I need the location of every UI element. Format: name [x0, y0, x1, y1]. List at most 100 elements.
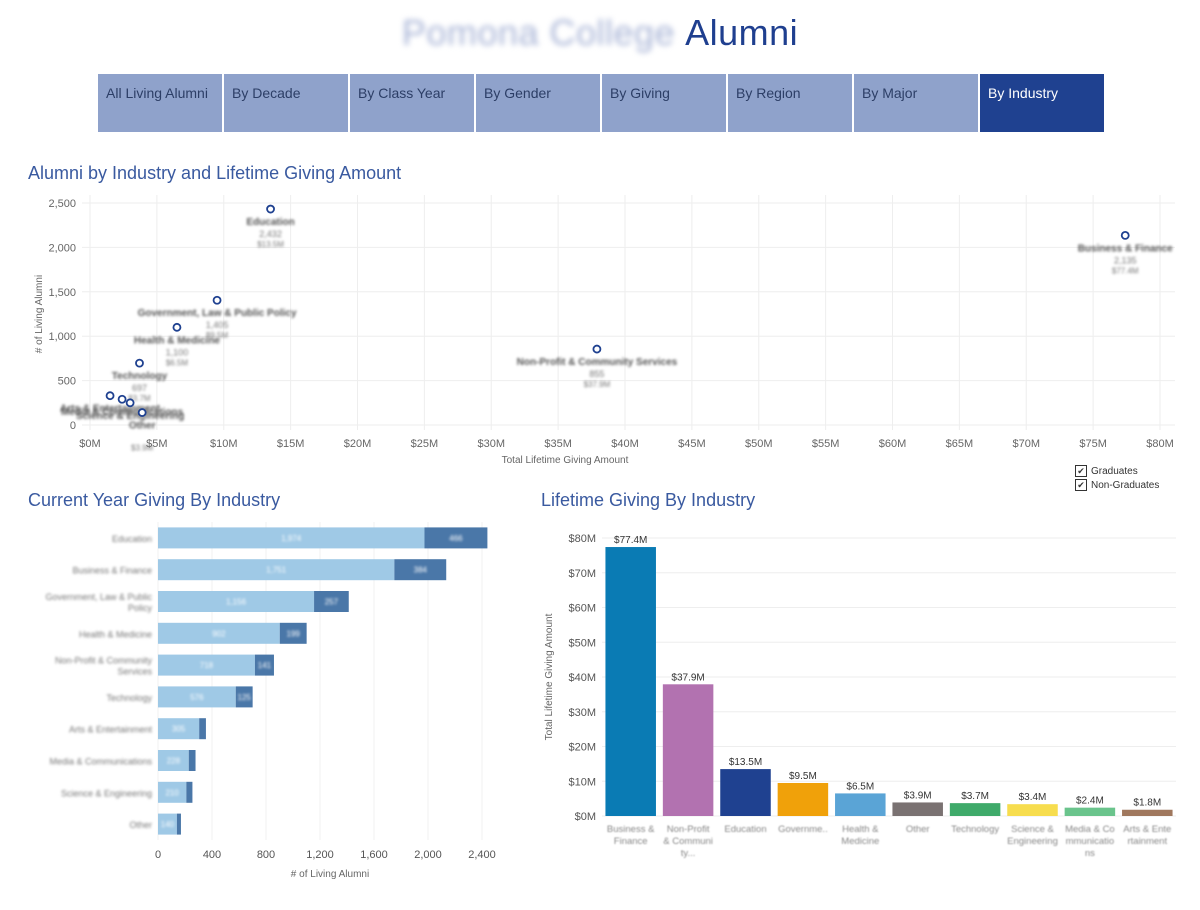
point-amount: $3.9M — [131, 444, 154, 453]
category-label: Media & Communications — [49, 757, 152, 767]
bar-media-communications-seg0 — [158, 750, 189, 771]
bar-government-law-public-policy-seg0 — [158, 591, 315, 612]
bar-value-label: 305 — [172, 725, 186, 734]
bar-education — [720, 769, 771, 816]
point-business-finance — [1120, 231, 1130, 240]
category-label: Policy — [128, 603, 153, 613]
point-government-law-public-policy — [212, 295, 222, 305]
x-tick-label: $70M — [1012, 438, 1040, 450]
x-tick-label: 800 — [257, 849, 275, 861]
legend-item-graduates[interactable]: ✔ Graduates — [1075, 464, 1159, 478]
tab-by-region[interactable]: By Region — [728, 74, 852, 132]
bar-technology — [949, 803, 1001, 816]
bar-government-law-public-policy-seg1 — [314, 591, 349, 612]
category-label-group: Science &Engineering — [1007, 824, 1058, 847]
x-tick-label: $40M — [611, 438, 639, 450]
point-amount: $77.4M — [1112, 266, 1139, 275]
point-other — [137, 408, 147, 417]
point-amount: $6.5M — [166, 358, 189, 367]
bar-arts-entertainment — [1122, 809, 1173, 816]
y-tick-label: $80M — [568, 533, 596, 545]
checkbox-icon[interactable]: ✔ — [1075, 479, 1087, 491]
category-label-group: Health &Medicine — [841, 824, 879, 847]
tab-by-gender[interactable]: By Gender — [476, 74, 600, 132]
category-label: Media & Co — [1065, 824, 1115, 835]
category-label-group: Non-Profit& Community... — [663, 824, 713, 859]
point-count: 1,405 — [206, 320, 229, 330]
x-axis-title: # of Living Alumni — [291, 869, 369, 880]
bar-value-label: 140 — [161, 820, 175, 829]
bar-health-medicine — [835, 793, 886, 816]
bar-government-law-public-policy — [777, 782, 829, 816]
category-label: Health & — [842, 824, 879, 835]
x-tick-label: $65M — [946, 438, 974, 450]
bar-value-label: $1.8M — [1133, 798, 1161, 809]
category-label-group: Media & Communications — [1065, 824, 1115, 859]
y-tick-label: $20M — [568, 742, 596, 754]
bar-value-label: 576 — [190, 693, 204, 702]
point-label: Government, Law & Public Policy — [138, 308, 297, 319]
x-axis-title: Total Lifetime Giving Amount — [502, 455, 629, 466]
tab-by-major[interactable]: By Major — [854, 74, 978, 132]
tab-bar: All Living Alumni By Decade By Class Yea… — [98, 74, 1104, 132]
x-tick-label: 400 — [203, 849, 221, 861]
bar-value-label: 257 — [325, 598, 339, 607]
point-media-communications — [117, 394, 127, 404]
category-label-group: Technology — [106, 693, 152, 703]
y-tick-label: $60M — [568, 603, 596, 615]
point-science-engineering — [125, 398, 135, 408]
checkbox-icon[interactable]: ✔ — [1075, 465, 1087, 477]
point-label-group: Arts & Entertainment — [60, 404, 161, 415]
y-tick-label: 1,500 — [48, 287, 76, 299]
legend-item-non-graduates[interactable]: ✔ Non-Graduates — [1075, 478, 1159, 492]
bar-value-label: $13.5M — [729, 757, 762, 768]
title-blurred: Pomona College — [401, 12, 676, 53]
x-tick-label: $0M — [79, 438, 100, 450]
y-tick-label: $30M — [568, 707, 596, 719]
category-label: Education — [112, 534, 152, 544]
hbar-chart: 0 400 800 1,200 1,600 2,000 2,400 # of Living A… — [45, 522, 496, 880]
x-tick-label: $60M — [879, 438, 907, 450]
bar-value-label: $9.5M — [789, 771, 817, 782]
bar-health-medicine-seg1 — [279, 622, 307, 644]
bar-business-finance-seg0 — [158, 559, 395, 581]
bar-other-seg1 — [176, 813, 181, 835]
title-main: Alumni — [685, 12, 799, 53]
x-tick-label: 1,600 — [360, 849, 388, 861]
category-label-group: Arts & Entertainment — [69, 725, 153, 735]
category-label-group: Business & Finance — [72, 566, 152, 576]
bar-science-engineering — [1007, 804, 1058, 816]
tab-by-giving[interactable]: By Giving — [602, 74, 726, 132]
tab-by-class-year[interactable]: By Class Year — [350, 74, 474, 132]
category-label-group: Other — [906, 824, 930, 835]
category-label-group: Science & Engineering — [61, 788, 152, 798]
category-label: Arts & Ente — [1123, 824, 1171, 835]
category-label: rtainment — [1127, 836, 1167, 847]
bar-value-label: 125 — [238, 693, 252, 702]
category-label: Engineering — [1007, 836, 1058, 847]
bar-value-label: 1,156 — [226, 598, 247, 607]
tab-by-industry[interactable]: By Industry — [980, 74, 1104, 132]
point-label-group: Government, Law & Public Policy1,405$9.5… — [138, 308, 297, 340]
y-tick-label: 2,500 — [48, 198, 76, 210]
category-label: mmunicatio — [1066, 836, 1115, 847]
bar-value-label: 199 — [287, 629, 301, 638]
category-label-group: Business &Finance — [607, 824, 655, 847]
bar-technology-seg0 — [158, 686, 236, 708]
y-tick-label: $70M — [568, 568, 596, 580]
bar-non-profit-community-services-seg1 — [254, 654, 274, 676]
category-label-group: Arts & Entertainment — [1123, 824, 1171, 847]
bar-education-seg1 — [424, 527, 488, 549]
tab-by-decade[interactable]: By Decade — [224, 74, 348, 132]
point-education — [266, 204, 275, 214]
point-label: Business & Finance — [1078, 243, 1173, 254]
tab-all-living-alumni[interactable]: All Living Alumni — [98, 74, 222, 132]
point-count: 1,100 — [166, 347, 189, 357]
bar-value-label: $77.4M — [614, 535, 647, 546]
point-label: Other — [129, 421, 156, 432]
